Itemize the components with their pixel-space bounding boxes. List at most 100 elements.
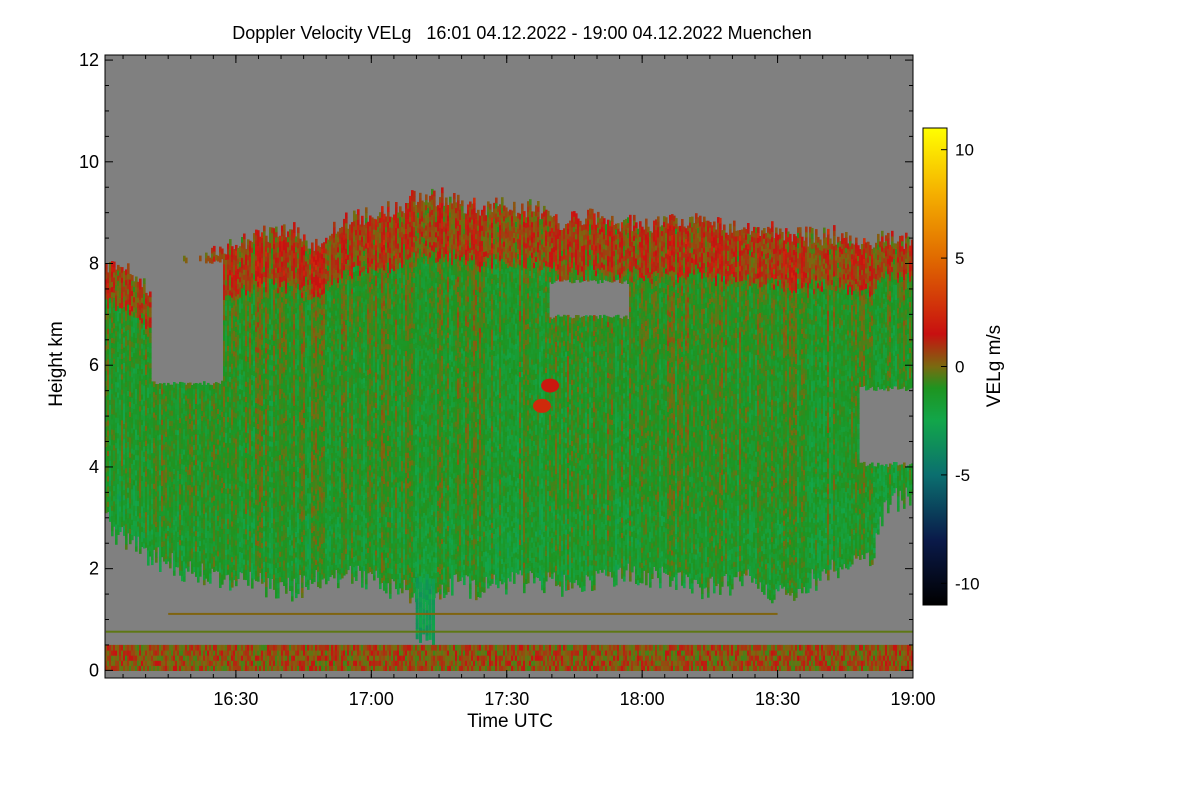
velocity-cell [181,397,184,404]
velocity-cell [153,447,156,454]
velocity-cell [243,426,246,433]
velocity-cell [111,271,114,277]
velocity-cell [177,399,180,405]
velocity-cell [239,419,242,425]
velocity-cell [119,505,122,512]
velocity-cell [149,393,152,399]
velocity-cell [219,450,222,456]
velocity-cell [225,386,228,393]
velocity-cell [185,527,188,533]
velocity-cell [229,376,232,383]
velocity-cell [123,504,126,511]
velocity-cell [105,273,108,280]
velocity-cell [125,355,128,362]
velocity-cell [235,453,238,460]
velocity-cell [109,445,112,451]
velocity-cell [183,255,186,262]
velocity-cell [229,452,232,459]
velocity-cell [225,539,228,545]
velocity-cell [177,561,180,568]
velocity-cell [217,530,220,537]
velocity-cell [143,319,146,325]
velocity-cell [223,289,226,295]
velocity-cell [189,550,192,557]
velocity-cell [109,389,112,395]
velocity-cell [213,393,216,399]
velocity-cell [147,437,150,444]
velocity-cell [137,459,140,466]
velocity-cell [213,551,216,557]
velocity-cell [117,524,120,530]
velocity-cell [141,500,144,507]
velocity-cell [133,469,136,476]
velocity-cell [125,401,128,408]
velocity-cell [203,381,206,387]
velocity-cell [129,350,132,356]
velocity-cell [117,336,120,342]
velocity-cell [117,310,120,317]
velocity-cell [199,423,202,430]
velocity-cell [223,518,226,524]
velocity-cell [115,279,118,286]
velocity-cell [167,393,170,399]
velocity-cell [205,430,208,437]
velocity-cell [121,353,124,360]
velocity-cell [147,544,150,551]
velocity-cell [247,534,250,540]
velocity-cell [243,411,246,418]
velocity-cell [183,418,186,425]
velocity-cell [109,363,112,370]
velocity-cell [187,489,190,496]
velocity-cell [171,455,174,462]
velocity-cell [179,493,182,500]
velocity-cell [141,424,144,431]
velocity-cell [197,470,200,476]
velocity-cell [241,521,244,528]
velocity-cell [157,541,160,548]
velocity-cell [147,514,150,520]
velocity-cell [241,287,244,294]
velocity-cell [245,335,248,342]
velocity-cell [155,414,158,421]
velocity-cell [129,406,132,412]
velocity-cell [127,482,130,488]
velocity-cell [133,489,136,496]
velocity-cell [141,358,144,364]
velocity-cell [235,285,238,292]
velocity-cell [105,395,108,402]
velocity-cell [149,296,152,303]
velocity-cell [147,427,150,434]
velocity-cell [217,520,220,526]
velocity-cell [185,562,188,569]
velocity-cell [125,330,128,337]
velocity-cell [237,380,240,386]
velocity-cell [235,529,238,536]
velocity-cell [217,408,220,414]
velocity-cell [185,517,188,523]
velocity-cell [231,480,234,486]
velocity-cell [241,292,244,299]
velocity-cell [129,487,132,494]
velocity-cell [193,530,196,537]
velocity-cell [225,442,228,449]
velocity-cell [105,451,108,458]
velocity-cell [209,481,212,487]
velocity-cell [203,493,206,499]
velocity-cell [219,556,222,563]
velocity-cell [237,339,240,346]
velocity-cell [147,326,150,332]
velocity-cell [235,377,238,383]
velocity-cell [141,460,144,466]
velocity-cell [115,539,118,545]
velocity-cell [173,493,176,500]
velocity-cell [247,508,250,515]
velocity-cell [119,439,122,446]
velocity-cell [229,574,232,581]
velocity-cell [249,535,252,542]
velocity-cell [121,287,124,294]
velocity-cell [247,539,250,546]
velocity-cell [235,372,238,378]
velocity-cell [135,327,138,333]
velocity-cell [113,424,116,431]
velocity-cell [109,358,112,365]
